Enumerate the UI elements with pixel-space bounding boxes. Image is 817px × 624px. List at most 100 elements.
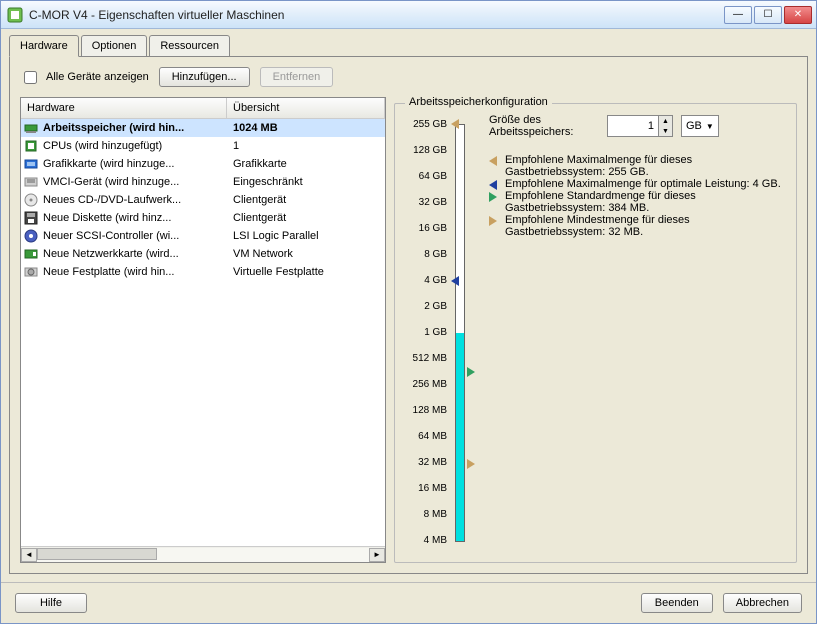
- row-hardware-cell: Neue Diskette (wird hinz...: [41, 212, 227, 224]
- show-all-devices-input[interactable]: [24, 71, 37, 84]
- hardware-list[interactable]: Hardware Übersicht Arbeitsspeicher (wird…: [20, 97, 386, 563]
- close-button[interactable]: ✕: [784, 6, 812, 24]
- table-row[interactable]: VMCI-Gerät (wird hinzuge...Eingeschränkt: [21, 173, 385, 191]
- scroll-track[interactable]: [37, 548, 369, 562]
- slider-track[interactable]: [455, 124, 465, 542]
- video-icon: [21, 157, 41, 171]
- memory-legend-note: Empfohlene Mindestmenge für dieses Gastb…: [489, 214, 786, 238]
- slider-labels: 255 GB128 GB64 GB32 GB16 GB8 GB4 GB2 GB1…: [399, 118, 447, 548]
- tab-strip: Hardware Optionen Ressourcen: [1, 29, 816, 56]
- slider-tick-label: 8 GB: [399, 248, 447, 262]
- slider-tick-label: 64 GB: [399, 170, 447, 184]
- row-overview-cell: Virtuelle Festplatte: [227, 266, 385, 278]
- scroll-right-arrow[interactable]: ►: [369, 548, 385, 562]
- app-icon: [7, 7, 23, 23]
- table-row[interactable]: Arbeitsspeicher (wird hin...1024 MB: [21, 119, 385, 137]
- add-button[interactable]: Hinzufügen...: [159, 67, 250, 87]
- dialog-footer: Hilfe Beenden Abbrechen: [1, 582, 816, 623]
- memory-config-fieldset: Arbeitsspeicherkonfiguration 255 GB128 G…: [394, 103, 797, 563]
- table-row[interactable]: CPUs (wird hinzugefügt)1: [21, 137, 385, 155]
- row-hardware-cell: Neue Festplatte (wird hin...: [41, 266, 227, 278]
- finish-button[interactable]: Beenden: [641, 593, 713, 613]
- hardware-list-header: Hardware Übersicht: [21, 98, 385, 119]
- show-all-devices-label: Alle Geräte anzeigen: [46, 71, 149, 83]
- cancel-button[interactable]: Abbrechen: [723, 593, 802, 613]
- memory-slider[interactable]: 255 GB128 GB64 GB32 GB16 GB8 GB4 GB2 GB1…: [399, 114, 475, 552]
- tab-pane-hardware: Alle Geräte anzeigen Hinzufügen... Entfe…: [9, 56, 808, 574]
- chevron-down-icon: ▼: [706, 122, 714, 131]
- legend-note-text: Empfohlene Maximalmenge für dieses Gastb…: [505, 154, 786, 178]
- spin-down-icon[interactable]: ▼: [658, 126, 672, 136]
- tab-hardware[interactable]: Hardware: [9, 35, 79, 57]
- horizontal-scrollbar[interactable]: ◄ ►: [21, 546, 385, 562]
- slider-tick-label: 2 GB: [399, 300, 447, 314]
- row-hardware-cell: Neuer SCSI-Controller (wi...: [41, 230, 227, 242]
- memory-config-column: Arbeitsspeicherkonfiguration 255 GB 128 G…: [394, 67, 797, 563]
- slider-tick-label: 16 MB: [399, 482, 447, 496]
- table-row[interactable]: Neue Diskette (wird hinz...Clientgerät: [21, 209, 385, 227]
- tab-optionen[interactable]: Optionen: [81, 35, 148, 56]
- window-title: C-MOR V4 - Eigenschaften virtueller Masc…: [29, 8, 724, 22]
- row-hardware-cell: Neue Netzwerkkarte (wird...: [41, 248, 227, 260]
- slider-marker: [451, 119, 459, 129]
- legend-note-text: Empfohlene Standardmenge für dieses Gast…: [505, 190, 786, 214]
- memory-size-label: Größe des Arbeitsspeichers:: [489, 114, 599, 138]
- memory-icon: [21, 121, 41, 135]
- show-all-devices-checkbox[interactable]: Alle Geräte anzeigen: [20, 68, 149, 87]
- table-row[interactable]: Neues CD-/DVD-Laufwerk...Clientgerät: [21, 191, 385, 209]
- row-overview-cell: 1: [227, 140, 385, 152]
- scsi-icon: [21, 229, 41, 243]
- table-row[interactable]: Neuer SCSI-Controller (wi...LSI Logic Pa…: [21, 227, 385, 245]
- row-overview-cell: VM Network: [227, 248, 385, 260]
- scroll-thumb[interactable]: [37, 548, 157, 560]
- slider-tick-label: 32 MB: [399, 456, 447, 470]
- triangle-icon: [489, 180, 497, 190]
- col-header-hardware[interactable]: Hardware: [21, 98, 227, 118]
- vmci-icon: [21, 175, 41, 189]
- memory-size-input[interactable]: [608, 116, 658, 136]
- slider-marker: [451, 276, 459, 286]
- slider-tick-label: 16 GB: [399, 222, 447, 236]
- slider-tick-label: 8 MB: [399, 508, 447, 522]
- row-hardware-cell: VMCI-Gerät (wird hinzuge...: [41, 176, 227, 188]
- vm-properties-window: C-MOR V4 - Eigenschaften virtueller Masc…: [0, 0, 817, 624]
- floppy-icon: [21, 211, 41, 225]
- table-row[interactable]: Neue Festplatte (wird hin...Virtuelle Fe…: [21, 263, 385, 281]
- row-overview-cell: Clientgerät: [227, 212, 385, 224]
- scroll-left-arrow[interactable]: ◄: [21, 548, 37, 562]
- titlebar[interactable]: C-MOR V4 - Eigenschaften virtueller Masc…: [1, 1, 816, 29]
- tab-ressourcen[interactable]: Ressourcen: [149, 35, 230, 56]
- legend-note-text: Empfohlene Maximalmenge für optimale Lei…: [505, 178, 781, 190]
- slider-tick-label: 255 GB: [399, 118, 447, 132]
- memory-legend-note: Empfohlene Maximalmenge für dieses Gastb…: [489, 154, 786, 178]
- legend-note-text: Empfohlene Mindestmenge für dieses Gastb…: [505, 214, 786, 238]
- memory-legend-note: Empfohlene Maximalmenge für optimale Lei…: [489, 178, 786, 190]
- slider-fill: [456, 333, 464, 541]
- spin-up-icon[interactable]: ▲: [658, 116, 672, 126]
- memory-unit-combo[interactable]: GB ▼: [681, 115, 719, 137]
- row-hardware-cell: Grafikkarte (wird hinzuge...: [41, 158, 227, 170]
- slider-tick-label: 128 MB: [399, 404, 447, 418]
- memory-config-legend: Arbeitsspeicherkonfiguration: [405, 96, 552, 108]
- row-overview-cell: 1024 MB: [227, 122, 385, 134]
- cd-icon: [21, 193, 41, 207]
- disk-icon: [21, 265, 41, 279]
- nic-icon: [21, 247, 41, 261]
- help-button[interactable]: Hilfe: [15, 593, 87, 613]
- minimize-button[interactable]: —: [724, 6, 752, 24]
- slider-tick-label: 256 MB: [399, 378, 447, 392]
- row-overview-cell: Grafikkarte: [227, 158, 385, 170]
- triangle-icon: [489, 216, 497, 226]
- triangle-icon: [489, 156, 497, 166]
- table-row[interactable]: Neue Netzwerkkarte (wird...VM Network: [21, 245, 385, 263]
- table-row[interactable]: Grafikkarte (wird hinzuge...Grafikkarte: [21, 155, 385, 173]
- slider-marker: [467, 367, 475, 377]
- slider-tick-label: 128 GB: [399, 144, 447, 158]
- memory-size-spinner[interactable]: ▲ ▼: [607, 115, 673, 137]
- slider-tick-label: 64 MB: [399, 430, 447, 444]
- row-hardware-cell: Arbeitsspeicher (wird hin...: [41, 122, 227, 134]
- col-header-overview[interactable]: Übersicht: [227, 98, 385, 118]
- row-overview-cell: Clientgerät: [227, 194, 385, 206]
- maximize-button[interactable]: ☐: [754, 6, 782, 24]
- slider-tick-label: 32 GB: [399, 196, 447, 210]
